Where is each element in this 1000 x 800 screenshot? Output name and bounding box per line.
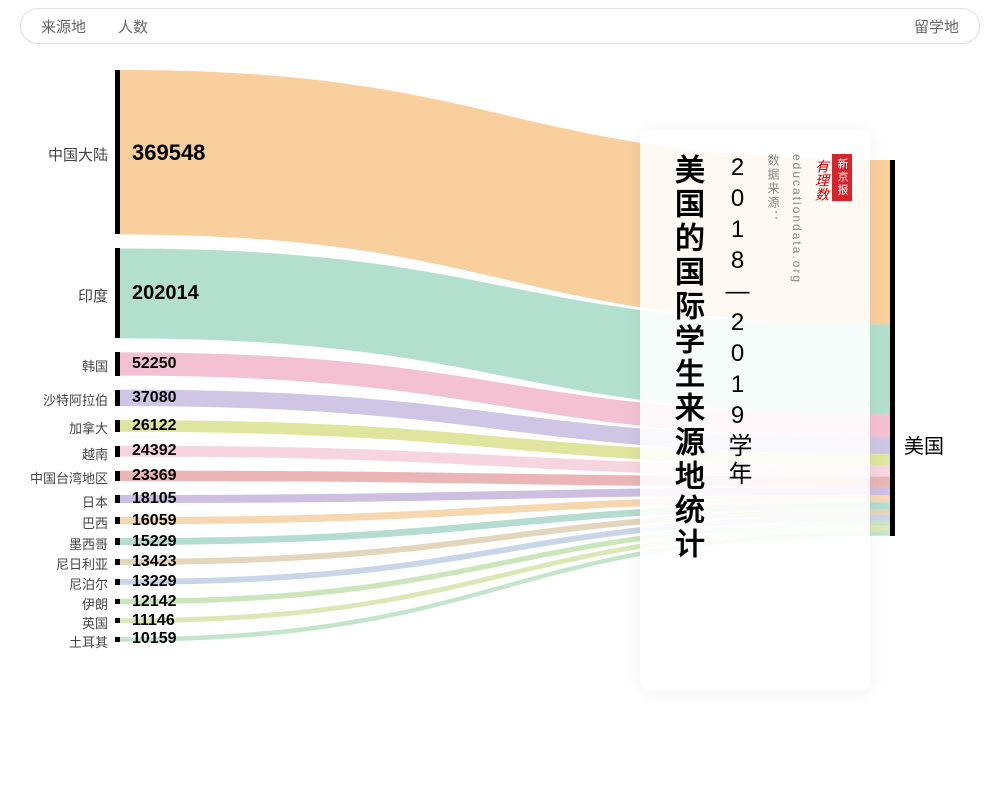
header-dest-label: 留学地 <box>914 19 959 36</box>
source-node-bar <box>115 352 120 375</box>
title-main: 美国的国际学生来源地统计 <box>664 154 708 562</box>
source-node-bar <box>115 637 120 642</box>
value-label: 37080 <box>132 389 177 407</box>
value-label: 23369 <box>132 467 177 485</box>
publisher-logo: 新京报 有理数 <box>812 154 852 201</box>
source-node-bar <box>115 599 120 604</box>
source-node-bar <box>115 420 120 432</box>
value-label: 11146 <box>132 612 175 630</box>
source-label: 印度 <box>78 285 108 306</box>
sankey-chart: 中国大陆 369548 印度 202014 韩国 52250 沙特阿拉伯 37080 加拿大 26… <box>0 60 1000 780</box>
source-label: 中国大陆 <box>48 144 108 165</box>
value-label: 13423 <box>132 553 177 571</box>
title-source-label: 数据来源： <box>765 154 782 224</box>
header-bar: 来源地 人数 留学地 <box>20 8 980 44</box>
source-label: 英国 <box>82 613 108 632</box>
source-node-bar <box>115 618 120 623</box>
dest-label: 美国 <box>904 430 944 459</box>
source-node-bar <box>115 248 120 338</box>
value-label: 15229 <box>132 533 177 551</box>
value-label: 202014 <box>132 282 199 305</box>
source-label: 中国台湾地区 <box>30 468 108 487</box>
value-label: 26122 <box>132 417 177 435</box>
logo-script: 有理数 <box>812 159 832 201</box>
source-label: 越南 <box>82 444 108 463</box>
source-label: 加拿大 <box>69 418 108 437</box>
source-label: 巴西 <box>82 513 108 532</box>
logo-red-badge: 新京报 <box>832 154 852 201</box>
value-label: 12142 <box>132 593 177 611</box>
title-overlay: 美国的国际学生来源地统计 2018—2019学年 数据来源： education… <box>640 130 870 690</box>
header-left: 来源地 人数 <box>41 16 148 37</box>
value-label: 16059 <box>132 512 177 530</box>
value-label: 18105 <box>132 490 177 508</box>
source-label: 土耳其 <box>69 632 108 651</box>
dest-node-bar <box>890 160 895 536</box>
source-label: 尼日利亚 <box>56 554 108 573</box>
source-node-bar <box>115 390 120 407</box>
source-label: 墨西哥 <box>69 534 108 553</box>
header-right: 留学地 <box>914 16 959 37</box>
source-label: 尼泊尔 <box>69 574 108 593</box>
value-label: 13229 <box>132 573 177 591</box>
source-node-bar <box>115 579 120 585</box>
value-label: 10159 <box>132 630 177 648</box>
source-node-bar <box>115 538 120 545</box>
source-node-bar <box>115 495 120 503</box>
source-label: 伊朗 <box>82 594 108 613</box>
value-label: 369548 <box>132 140 205 166</box>
source-label: 日本 <box>82 492 108 511</box>
source-node-bar <box>115 559 120 565</box>
source-node-bar <box>115 471 120 481</box>
source-node-bar <box>115 446 120 457</box>
source-node-bar <box>115 70 120 234</box>
header-source-label: 来源地 <box>41 16 86 37</box>
value-label: 52250 <box>132 355 177 373</box>
source-label: 韩国 <box>82 356 108 375</box>
title-sub: 2018—2019学年 <box>720 154 755 489</box>
source-node-bar <box>115 517 120 524</box>
title-source-value: educationdata.org <box>790 154 804 284</box>
header-count-label: 人数 <box>118 16 148 37</box>
value-label: 24392 <box>132 442 177 460</box>
source-label: 沙特阿拉伯 <box>43 390 108 409</box>
